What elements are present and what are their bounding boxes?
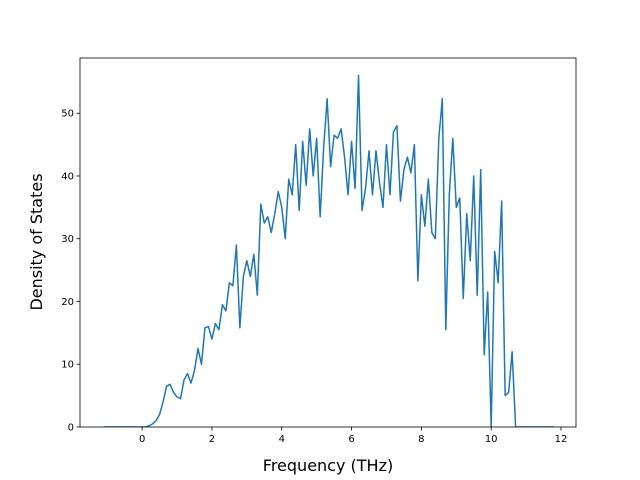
y-tick-label: 50 <box>61 109 74 120</box>
x-tick-label: 12 <box>555 434 568 445</box>
y-tick-label: 20 <box>61 297 74 308</box>
y-tick-label: 40 <box>61 171 74 182</box>
data-line <box>103 74 555 427</box>
x-tick-label: 10 <box>485 434 498 445</box>
x-tick-label: 2 <box>209 434 215 445</box>
x-tick-label: 6 <box>348 434 354 445</box>
y-axis-label: Density of States <box>27 173 46 310</box>
x-axis-label: Frequency (THz) <box>263 456 393 475</box>
y-tick-label: 10 <box>61 360 74 371</box>
y-tick-label: 30 <box>61 234 74 245</box>
x-tick-label: 0 <box>139 434 145 445</box>
y-tick-label: 0 <box>68 423 74 434</box>
x-tick-label: 8 <box>418 434 424 445</box>
plot-frame <box>79 57 577 428</box>
x-tick-label: 4 <box>279 434 285 445</box>
